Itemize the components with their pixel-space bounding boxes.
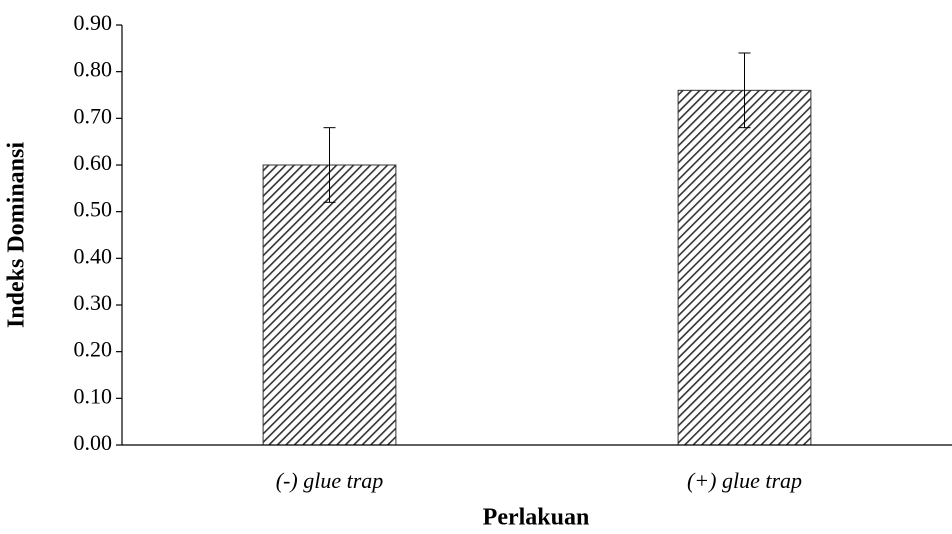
- y-tick-label: 0.30: [74, 290, 113, 315]
- bar: [262, 164, 397, 446]
- bar: [677, 89, 812, 446]
- error-bar: [738, 52, 751, 129]
- y-tick-label: 0.20: [74, 337, 113, 362]
- y-axis-title: Indeks Dominansi: [4, 142, 30, 328]
- y-tick-label: 0.60: [74, 150, 113, 175]
- y-tick-label: 0.50: [74, 197, 113, 222]
- x-tick-label: (-) glue trap: [276, 468, 384, 493]
- y-tick-label: 0.70: [74, 103, 113, 128]
- y-tick-label: 0.40: [74, 243, 113, 268]
- y-tick-label: 0.90: [74, 10, 113, 35]
- x-tick-label: (+) glue trap: [687, 468, 802, 493]
- y-tick-label: 0.80: [74, 57, 113, 82]
- y-tick-label: 0.00: [74, 430, 113, 455]
- error-bar: [323, 127, 336, 203]
- y-tick-label: 0.10: [74, 383, 113, 408]
- x-axis-title: Perlakuan: [483, 505, 590, 531]
